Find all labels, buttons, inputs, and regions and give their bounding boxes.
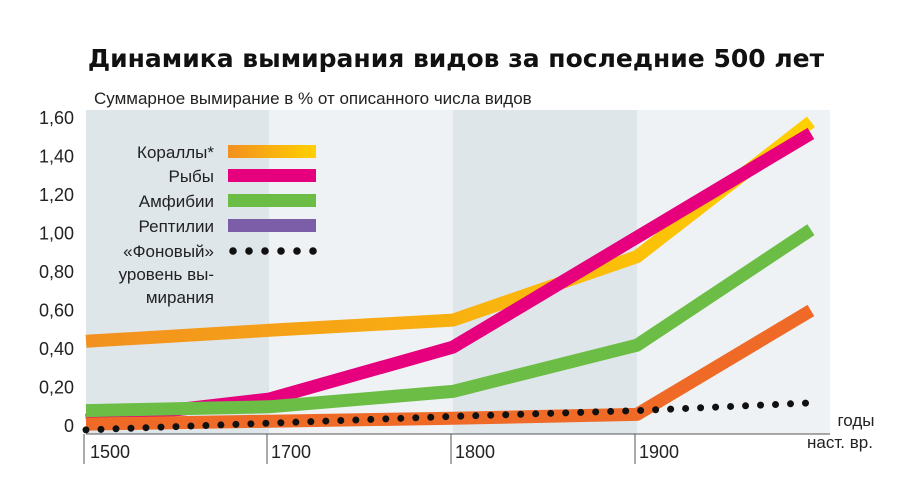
legend-label-1: Кораллы* (137, 143, 214, 162)
legend-swatch-2 (228, 169, 316, 182)
y-tick-label: 0,20 (39, 378, 74, 398)
legend-swatch-dot (229, 247, 237, 255)
y-tick-label: 0,80 (39, 262, 74, 282)
legend-swatch-4 (228, 219, 316, 232)
series-line-1 (85, 116, 815, 348)
legend-swatch-dot (293, 247, 301, 255)
legend-label-5: уровень вы- (119, 265, 214, 284)
series-line-4 (85, 304, 815, 431)
y-tick-labels: 1,60 1,40 1,20 1,00 0,80 0,60 0,40 0,20 0 (39, 108, 74, 436)
background-band-4 (637, 110, 830, 434)
y-tick-label: 1,20 (39, 185, 74, 205)
background-band-2 (269, 110, 453, 434)
y-tick-label: 1,00 (39, 224, 74, 244)
y-tick-label: 0,40 (39, 339, 74, 359)
x-tick-label: 1500 (90, 442, 130, 462)
legend-label-4: Рептилии (139, 217, 214, 236)
background-band-1 (86, 110, 269, 434)
legend-label-2: Рыбы (168, 167, 214, 186)
y-tick-label: 1,40 (39, 147, 74, 167)
legend-swatch-dot (261, 247, 269, 255)
x-tick-label: 1800 (455, 442, 495, 462)
legend-swatch-dot (277, 247, 285, 255)
y-tick-label: 1,60 (39, 108, 74, 128)
series-line-3 (85, 224, 815, 418)
axis-layer (83, 433, 830, 464)
x-tick-label: 1700 (271, 442, 311, 462)
series-layer (82, 116, 815, 434)
legend-swatch-dot (245, 247, 253, 255)
y-tick-label: 0 (64, 416, 74, 436)
y-tick-label: 0,60 (39, 301, 74, 321)
legend-label-5: мирания (146, 288, 214, 307)
legend-swatch-dot (309, 247, 317, 255)
x-axis-unit-line2: наст. вр. (807, 433, 873, 452)
legend-swatch-3 (228, 194, 316, 207)
y-axis-title: Суммарное вымирание в % от описанного чи… (94, 89, 532, 108)
legend-swatch-1 (228, 145, 316, 158)
legend-label-3: Амфибии (139, 192, 214, 211)
x-tick-labels: 1500 1700 1800 1900 (90, 442, 679, 462)
x-tick-label: 1900 (639, 442, 679, 462)
legend-label-5: «Фоновый» (123, 242, 214, 261)
chart-title: Динамика вымирания видов за последние 50… (88, 44, 825, 73)
x-axis-unit-line1: годы (837, 411, 874, 430)
legend: Кораллы* Рыбы Амфибии Рептилии «Фоновый» уров… (119, 143, 317, 307)
